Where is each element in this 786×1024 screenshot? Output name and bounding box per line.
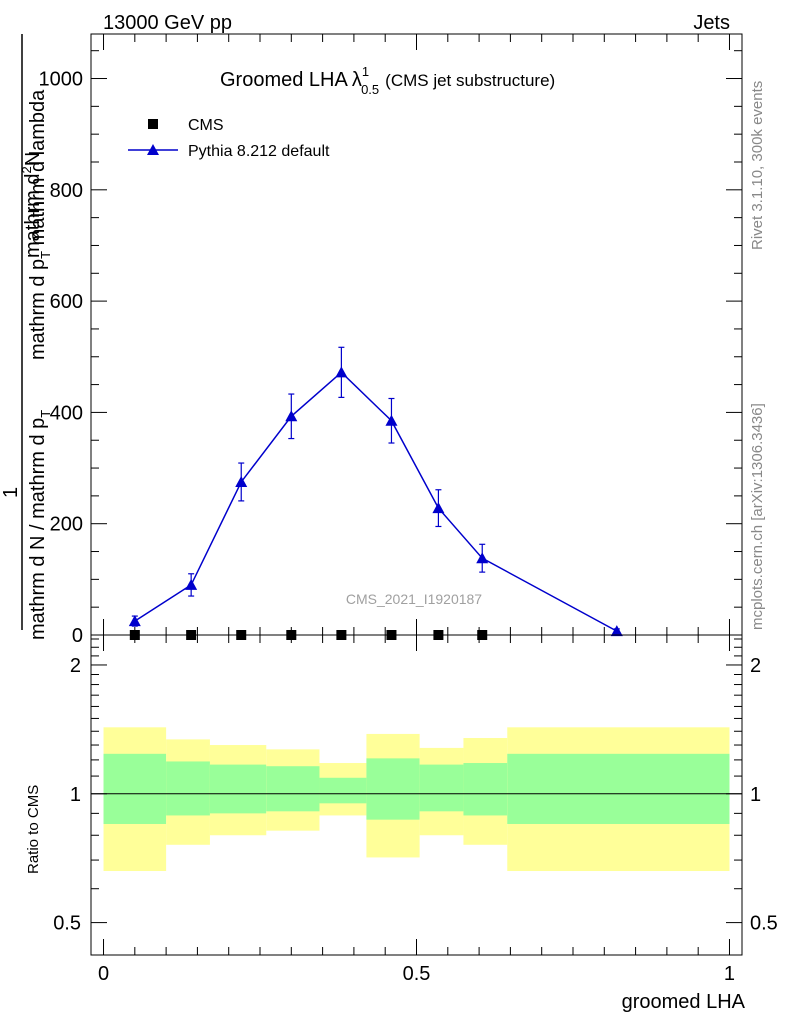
ylabel-den: mathrm d p	[27, 259, 49, 360]
legend-cms-label: CMS	[188, 117, 224, 134]
legend-cms-marker	[148, 119, 158, 129]
x-tick-label: 0	[98, 963, 109, 985]
ylabel-den-tail: mathrm d lambda	[27, 89, 49, 251]
ratio-y-tick-label: 0.5	[750, 913, 778, 935]
ylabel-prefactor-num: 1	[0, 487, 22, 498]
svg-text:mathrm d N / mathrm d pT: mathrm d N / mathrm d pT	[27, 410, 53, 640]
ratio-y-tick-label: 1	[750, 784, 761, 806]
ratio-inner-band	[419, 764, 464, 812]
category-label: Jets	[693, 12, 730, 34]
mcplots-label: mcplots.cern.ch [arXiv:1306.3436]	[749, 403, 766, 630]
mc-point	[432, 502, 445, 514]
ratio-inner-band	[507, 753, 730, 824]
main-y-tick-label: 600	[50, 291, 83, 313]
ratio-y-tick-label: 0.5	[53, 913, 81, 935]
rivet-label: Rivet 3.1.10, 300k events	[749, 81, 766, 250]
ratio-inner-band	[166, 761, 210, 816]
title-sup: 1	[362, 64, 369, 79]
ylabel-den-sub: T	[38, 251, 53, 259]
legend-mc-label: Pythia 8.212 default	[188, 143, 330, 160]
ratio-uncertainty-bands	[103, 727, 730, 872]
ylabel-prefactor-den: mathrm d N / mathrm d p	[27, 418, 49, 640]
ratio-inner-band	[366, 758, 420, 820]
main-y-tick-label: 400	[50, 402, 83, 424]
x-tick-label: 0.5	[403, 963, 431, 985]
x-tick-label: 1	[724, 963, 735, 985]
mc-point	[235, 475, 248, 487]
svg-text:mathrm d pT mathrm d lambda: mathrm d pT mathrm d lambda	[27, 89, 53, 360]
title-sub: 0.5	[361, 82, 379, 97]
ylabel-prefactor-den-sub: T	[38, 410, 53, 418]
energy-label: 13000 GeV pp	[103, 12, 232, 34]
legend-mc-marker	[147, 144, 159, 155]
svg-text:mathrm d2N: mathrm d2N	[19, 152, 44, 258]
ratio-y-tick-label: 2	[750, 655, 761, 677]
mc-point	[476, 552, 489, 564]
x-axis-label: groomed LHA	[622, 991, 746, 1013]
ylabel-num: mathrm d	[22, 174, 44, 258]
ratio-y-tick-label: 2	[70, 655, 81, 677]
title-lambda: λ	[352, 69, 362, 91]
mc-point	[285, 410, 298, 422]
ratio-y-axis-label: Ratio to CMS	[25, 785, 42, 874]
ratio-inner-band	[463, 763, 508, 816]
main-y-tick-label: 1000	[39, 69, 84, 91]
mc-point	[128, 615, 141, 627]
legend: CMS Pythia 8.212 default	[128, 117, 330, 160]
main-y-tick-label: 800	[50, 180, 83, 202]
ratio-inner-band	[103, 753, 167, 824]
main-y-tick-label: 200	[50, 514, 83, 536]
ylabel-num-tail: N	[22, 152, 44, 166]
mc-point	[335, 366, 348, 378]
ratio-inner-band	[266, 766, 320, 812]
title-main: Groomed LHA	[220, 69, 348, 91]
ratio-inner-band	[319, 777, 367, 804]
main-y-axis-label: mathrm d N / mathrm d pT 1 mathrm d pT m…	[0, 34, 53, 640]
ratio-y-tick-label: 1	[70, 784, 81, 806]
axes-ticks: 0 200 400 600 800 1000 0 0.5 1 0.5 0.5 1 1 2 2	[39, 34, 778, 985]
ylabel-num-sup: 2	[19, 166, 34, 173]
mc-point	[385, 414, 398, 426]
mc-point	[185, 578, 198, 590]
plot-title: Groomed LHA λ1 0.5 (CMS jet substructure)	[220, 64, 555, 97]
title-note: (CMS jet substructure)	[385, 71, 555, 90]
analysis-watermark: CMS_2021_I1920187	[346, 591, 482, 607]
main-y-tick-label: 0	[72, 625, 83, 647]
mc-point	[610, 625, 623, 637]
ratio-inner-band	[209, 764, 267, 814]
